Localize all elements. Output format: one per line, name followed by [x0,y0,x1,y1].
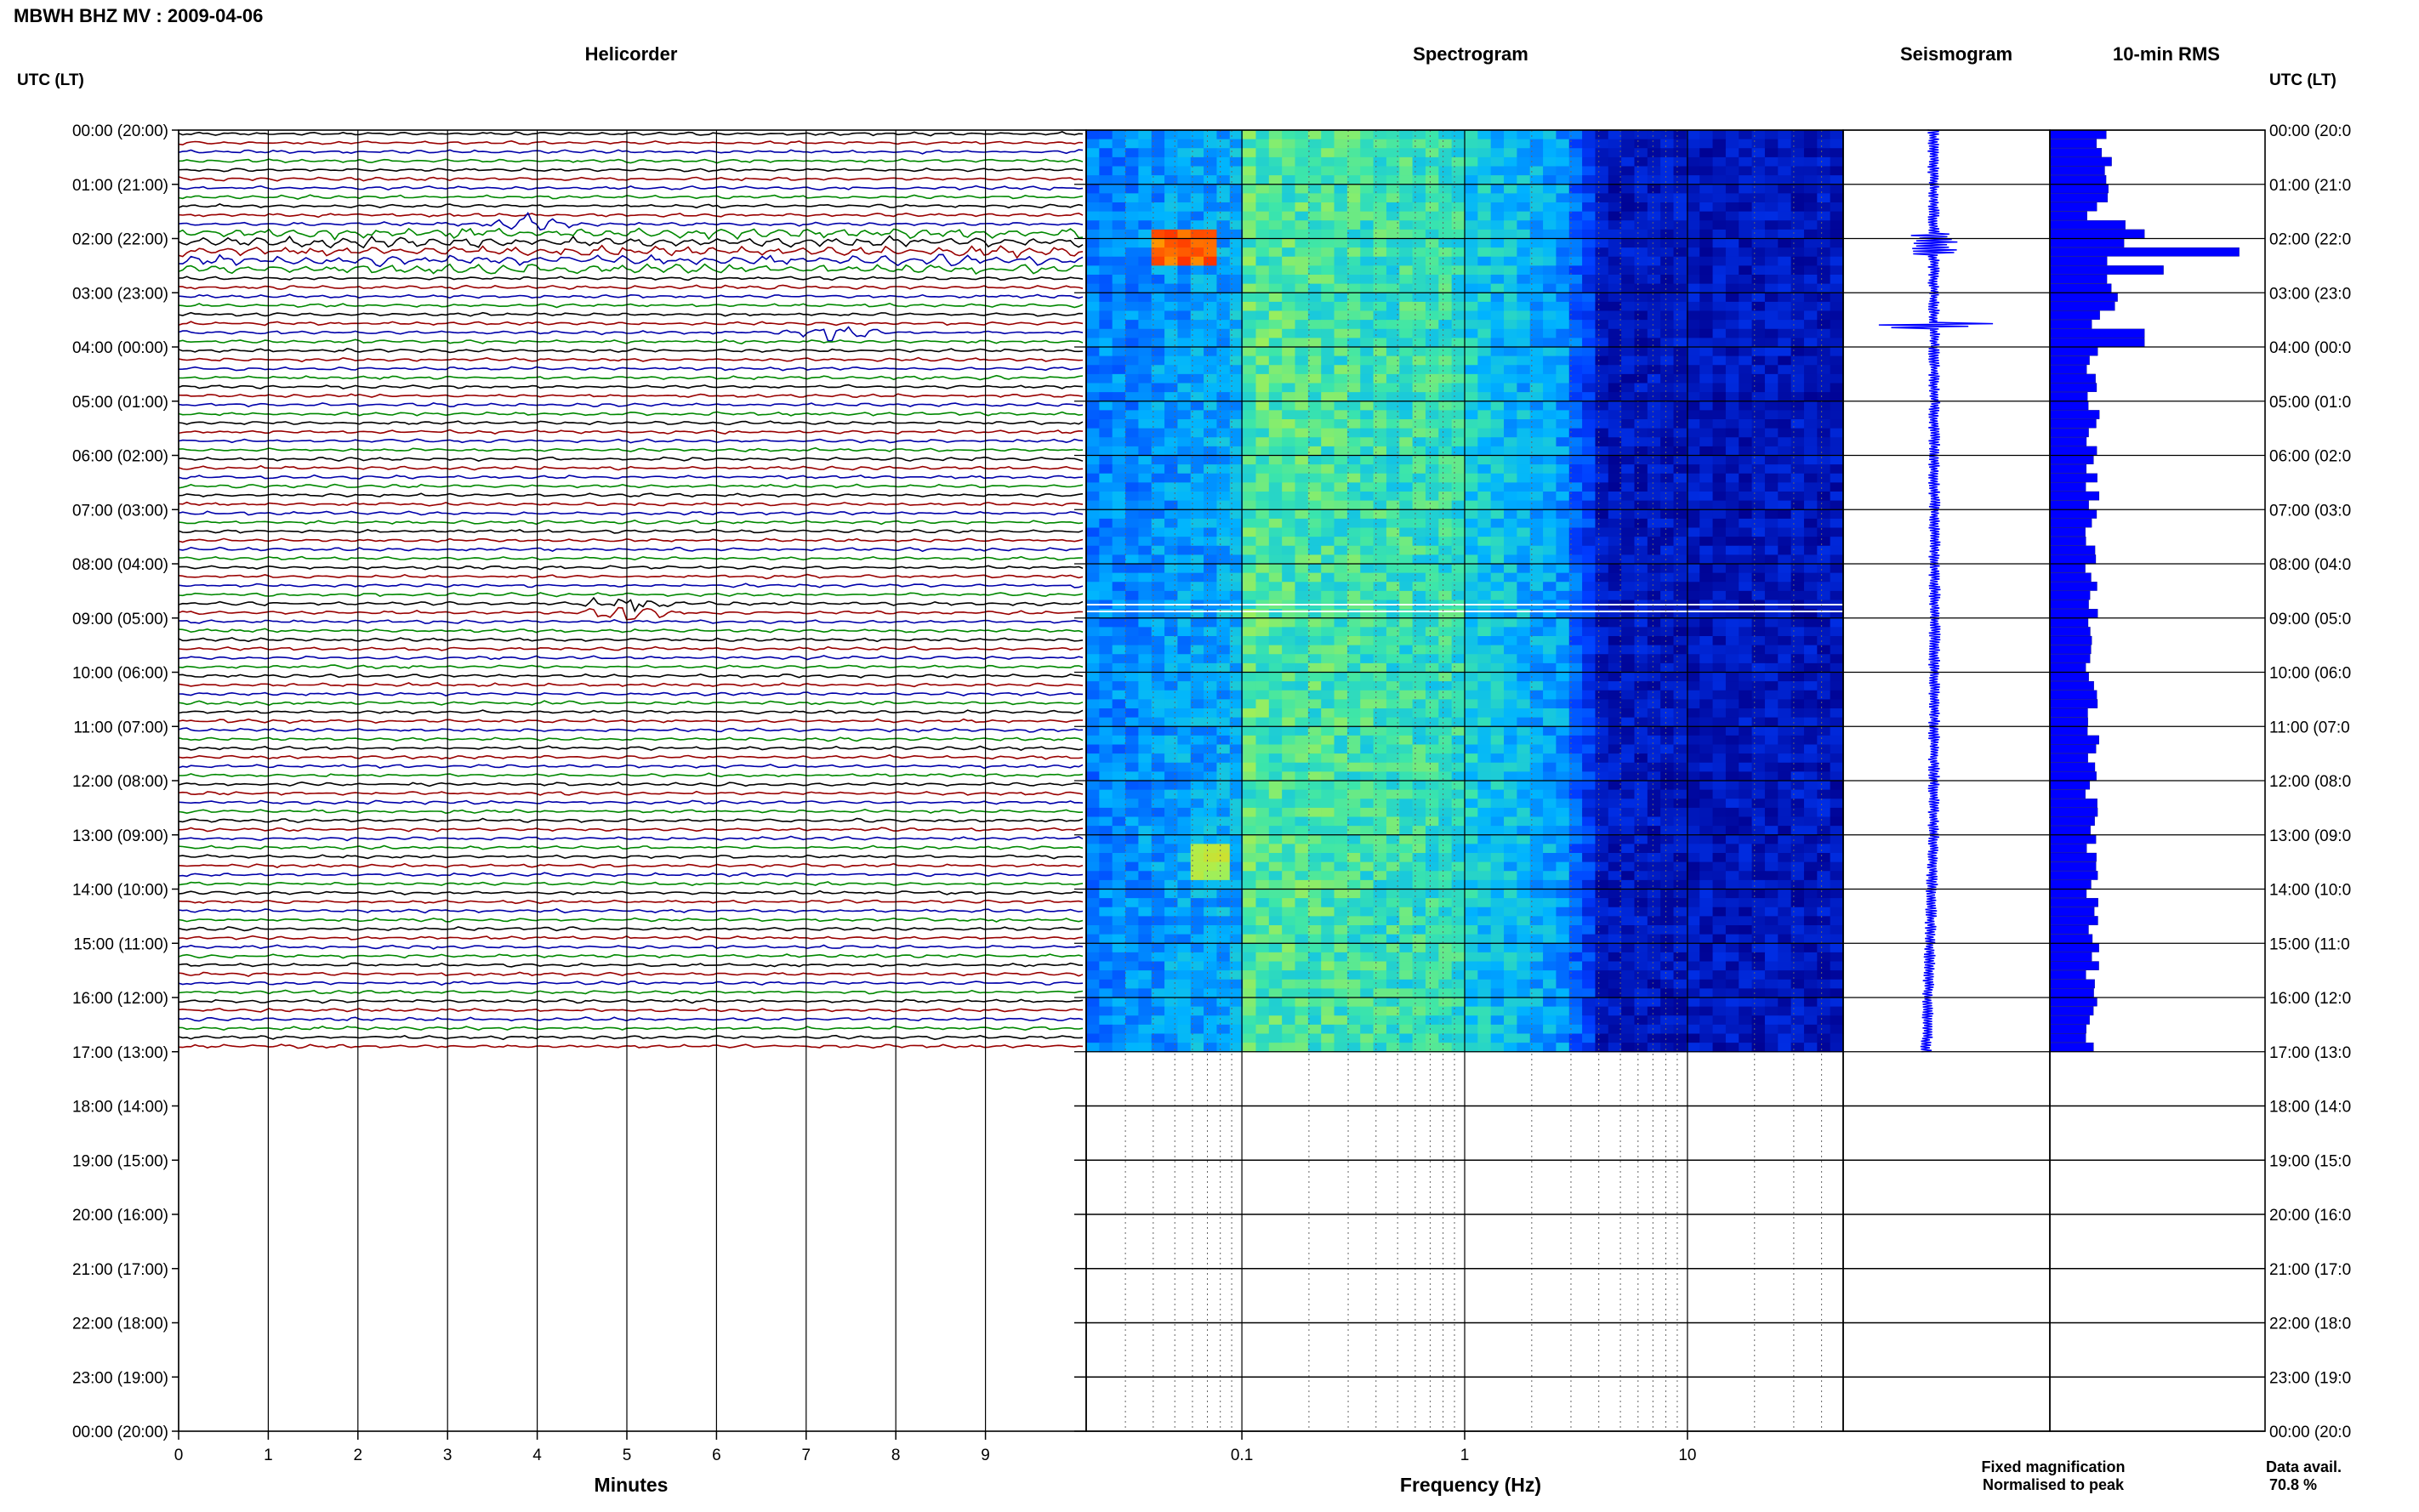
time-label-left: 14:00 (10:00) [72,882,168,900]
time-label-left: 22:00 (18:00) [72,1316,168,1333]
time-label-right: 03:00 (23:0 [2269,285,2351,303]
figure-title: MBWH BHZ MV : 2009-04-06 [14,5,263,26]
frequency-tick-label: 0.1 [1231,1447,1253,1464]
time-label-left: 16:00 (12:00) [72,990,168,1008]
time-label-right: 20:00 (16:0 [2269,1207,2351,1225]
time-label-left: 11:00 (07:00) [73,719,168,736]
seismogram-trace [1878,129,1994,1053]
time-label-left: 19:00 (15:00) [72,1152,168,1170]
time-label-left: 02:00 (22:00) [72,231,168,249]
time-label-left: 12:00 (08:00) [72,773,168,791]
minutes-tick-label: 4 [532,1447,542,1464]
time-label-left: 04:00 (00:00) [72,339,168,357]
time-label-right: 07:00 (03:0 [2269,502,2351,520]
spectrogram-image [1086,130,1844,1053]
time-label-left: 23:00 (19:00) [72,1369,168,1387]
time-label-left: 03:00 (23:00) [72,285,168,303]
time-label-left: 00:00 (20:00) [72,1424,168,1441]
minutes-tick-label: 8 [891,1447,901,1464]
minutes-tick-label: 3 [443,1447,452,1464]
frequency-tick-label: 1 [1460,1447,1470,1464]
time-label-right: 02:00 (22:0 [2269,231,2351,249]
data-availability-label: Data avail. [2266,1458,2342,1475]
time-label-left: 08:00 (04:00) [72,556,168,574]
time-label-left: 09:00 (05:00) [72,611,168,628]
minutes-tick-label: 0 [174,1447,184,1464]
time-label-left: 17:00 (13:00) [72,1044,168,1062]
time-label-left: 18:00 (14:00) [72,1099,168,1117]
rms-title: 10-min RMS [2113,43,2220,65]
time-label-left: 01:00 (21:00) [72,177,168,195]
time-label-right: 05:00 (01:0 [2269,394,2351,412]
time-label-right: 21:00 (17:0 [2269,1261,2351,1279]
time-label-left: 15:00 (11:00) [73,935,168,953]
legend-fixed-magnification: Fixed magnification [1981,1458,2125,1475]
right-time-axis-header: UTC (LT) [2269,71,2336,89]
minutes-tick-label: 5 [623,1447,632,1464]
data-availability-value: 70.8 % [2269,1476,2317,1493]
helicorder-traces [178,131,1084,1049]
time-label-right: 06:00 (02:0 [2269,448,2351,466]
time-label-right: 08:00 (04:0 [2269,556,2351,574]
spectrogram-title: Spectrogram [1413,43,1528,65]
minutes-tick-label: 7 [802,1447,811,1464]
axis-labels: 00:00 (20:00) 01:00 (21:00) 02:00 (22:00) 0… [72,122,2351,1464]
time-label-left: 06:00 (02:00) [72,448,168,466]
time-label-right: 14:00 (10:0 [2269,882,2351,900]
time-label-right: 11:00 (07:0 [2269,719,2350,736]
seismogram-title: Seismogram [1900,43,2012,65]
time-label-left: 07:00 (03:00) [72,502,168,520]
time-label-right: 00:00 (20:0 [2269,122,2351,140]
time-label-left: 20:00 (16:00) [72,1207,168,1225]
time-label-right: 10:00 (06:0 [2269,665,2351,683]
minutes-axis-label: Minutes [595,1474,669,1496]
time-label-left: 10:00 (06:00) [72,665,168,683]
time-label-left: 13:00 (09:00) [72,827,168,845]
time-label-right: 01:00 (21:0 [2269,177,2351,195]
time-label-right: 18:00 (14:0 [2269,1099,2351,1117]
time-label-left: 05:00 (01:00) [72,394,168,412]
time-label-right: 09:00 (05:0 [2269,611,2351,628]
left-time-axis-header: UTC (LT) [17,71,84,89]
time-label-left: 00:00 (20:00) [72,122,168,140]
time-label-right: 15:00 (11:0 [2269,935,2350,953]
time-label-right: 16:00 (12:0 [2269,990,2351,1008]
minutes-tick-label: 2 [354,1447,363,1464]
legend-normalised-to-peak: Normalised to peak [1983,1476,2125,1493]
rms-bars [2049,129,2240,1052]
time-label-right: 04:00 (00:0 [2269,339,2351,357]
time-label-right: 23:00 (19:0 [2269,1369,2351,1387]
time-label-right: 17:00 (13:0 [2269,1044,2351,1062]
grid-lines [172,129,2266,1440]
time-label-right: 13:00 (09:0 [2269,827,2351,845]
time-label-right: 22:00 (18:0 [2269,1316,2351,1333]
frequency-tick-label: 10 [1678,1447,1696,1464]
minutes-tick-label: 9 [981,1447,990,1464]
time-label-left: 21:00 (17:00) [72,1261,168,1279]
frequency-axis-label: Frequency (Hz) [1400,1474,1541,1496]
helicorder-title: Helicorder [585,43,678,65]
time-label-right: 12:00 (08:0 [2269,773,2351,791]
time-label-right: 00:00 (20:0 [2269,1424,2351,1441]
time-label-right: 19:00 (15:0 [2269,1152,2351,1170]
minutes-tick-label: 6 [712,1447,721,1464]
minutes-tick-label: 1 [264,1447,273,1464]
